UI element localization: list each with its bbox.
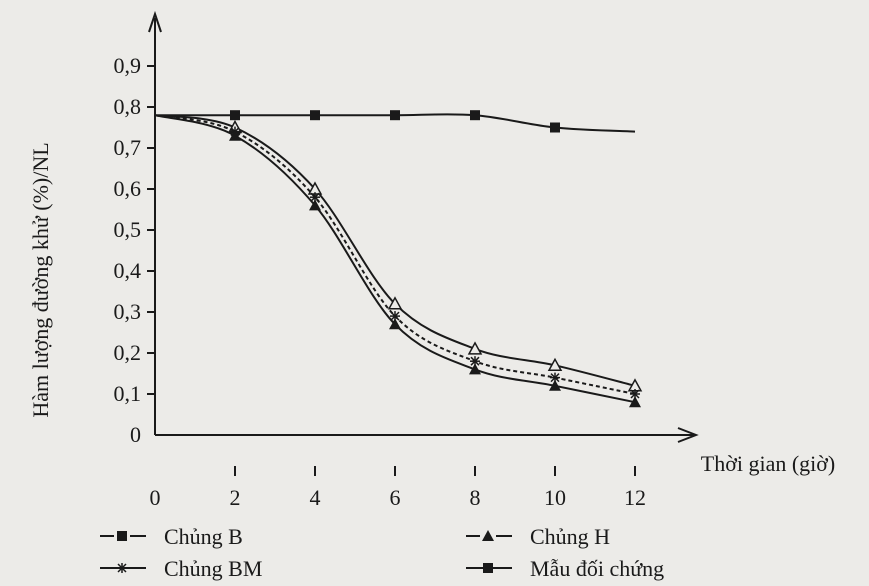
- x-tick-label: 6: [390, 485, 401, 510]
- y-tick-label: 0,2: [114, 340, 142, 365]
- chart-series: [154, 110, 643, 408]
- marker-square: [310, 110, 320, 121]
- y-tick-label: 0,9: [114, 53, 142, 78]
- marker-square: [470, 110, 480, 121]
- marker-star-stroke: [117, 563, 127, 573]
- marker-triangle: [467, 341, 483, 355]
- legend-item-3: Mẫu đối chứng: [466, 556, 664, 581]
- marker-star-stroke: [470, 356, 480, 366]
- series-2: [154, 114, 640, 399]
- y-tick-label: 0,4: [114, 258, 142, 283]
- legend-item-1: Chủng H: [466, 524, 610, 549]
- y-axis-title: Hàm lượng đường khử (%)/NL: [28, 142, 53, 417]
- marker-star-stroke: [230, 127, 240, 137]
- marker-star: [550, 372, 560, 383]
- y-axis-arrow: [148, 10, 162, 33]
- marker-triangle: [549, 379, 561, 391]
- legend-label: Chủng H: [530, 524, 610, 549]
- marker-star: [470, 356, 480, 367]
- x-tick-label: 8: [470, 485, 481, 510]
- marker-square: [550, 122, 560, 133]
- chart-legend: Chủng B Chủng H Chủng BM Mẫu đối chứng: [100, 524, 664, 581]
- x-axis-title: Thời gian (giờ): [701, 451, 835, 476]
- legend-label: Chủng BM: [164, 556, 262, 581]
- x-tick-label: 12: [624, 485, 646, 510]
- y-tick-label: 0,7: [114, 135, 142, 160]
- marker-star: [630, 389, 640, 399]
- y-tick-label: 0,6: [114, 176, 142, 201]
- legend-label: Chủng B: [164, 524, 243, 549]
- marker-triangle: [547, 357, 563, 372]
- marker-triangle: [482, 530, 494, 541]
- marker-square: [390, 110, 400, 121]
- series-line: [154, 114, 636, 395]
- marker-square: [117, 531, 127, 541]
- marker-star: [310, 192, 320, 203]
- marker-triangle: [309, 199, 321, 211]
- x-axis-arrow: [677, 427, 699, 443]
- series-3: [155, 110, 636, 133]
- marker-triangle: [629, 396, 641, 408]
- series-line: [154, 114, 636, 404]
- legend-label: Mẫu đối chứng: [530, 556, 664, 581]
- marker-star-stroke: [550, 373, 560, 383]
- series-0: [154, 114, 643, 392]
- marker-square: [230, 110, 240, 121]
- marker-star-stroke: [310, 192, 320, 202]
- y-tick-label: 0: [130, 422, 141, 447]
- marker-star: [117, 563, 127, 573]
- legend-item-0: Chủng B: [100, 524, 243, 549]
- x-tick-label: 10: [544, 485, 566, 510]
- marker-star-stroke: [390, 311, 400, 321]
- marker-square: [483, 563, 493, 573]
- y-tick-label: 0,8: [114, 94, 142, 119]
- series-line: [154, 114, 636, 387]
- x-tick-label: 2: [230, 485, 241, 510]
- series-1: [154, 114, 641, 408]
- marker-triangle: [387, 296, 403, 310]
- y-tick-label: 0,1: [114, 381, 142, 406]
- marker-star: [230, 126, 240, 137]
- marker-star-stroke: [630, 389, 640, 399]
- chart-axes: 0 0,1 0,2 0,3 0,4 0,5 0,6 0,7 0,8 0,9 0 2 4 6 8 10 12: [114, 10, 699, 510]
- marker-triangle: [389, 318, 401, 330]
- x-tick-label: 4: [310, 485, 321, 510]
- x-tick-label: 0: [150, 485, 161, 510]
- marker-triangle: [469, 363, 481, 375]
- y-tick-label: 0,3: [114, 299, 142, 324]
- legend-item-2: Chủng BM: [100, 556, 262, 581]
- marker-star: [390, 311, 400, 322]
- y-tick-label: 0,5: [114, 217, 142, 242]
